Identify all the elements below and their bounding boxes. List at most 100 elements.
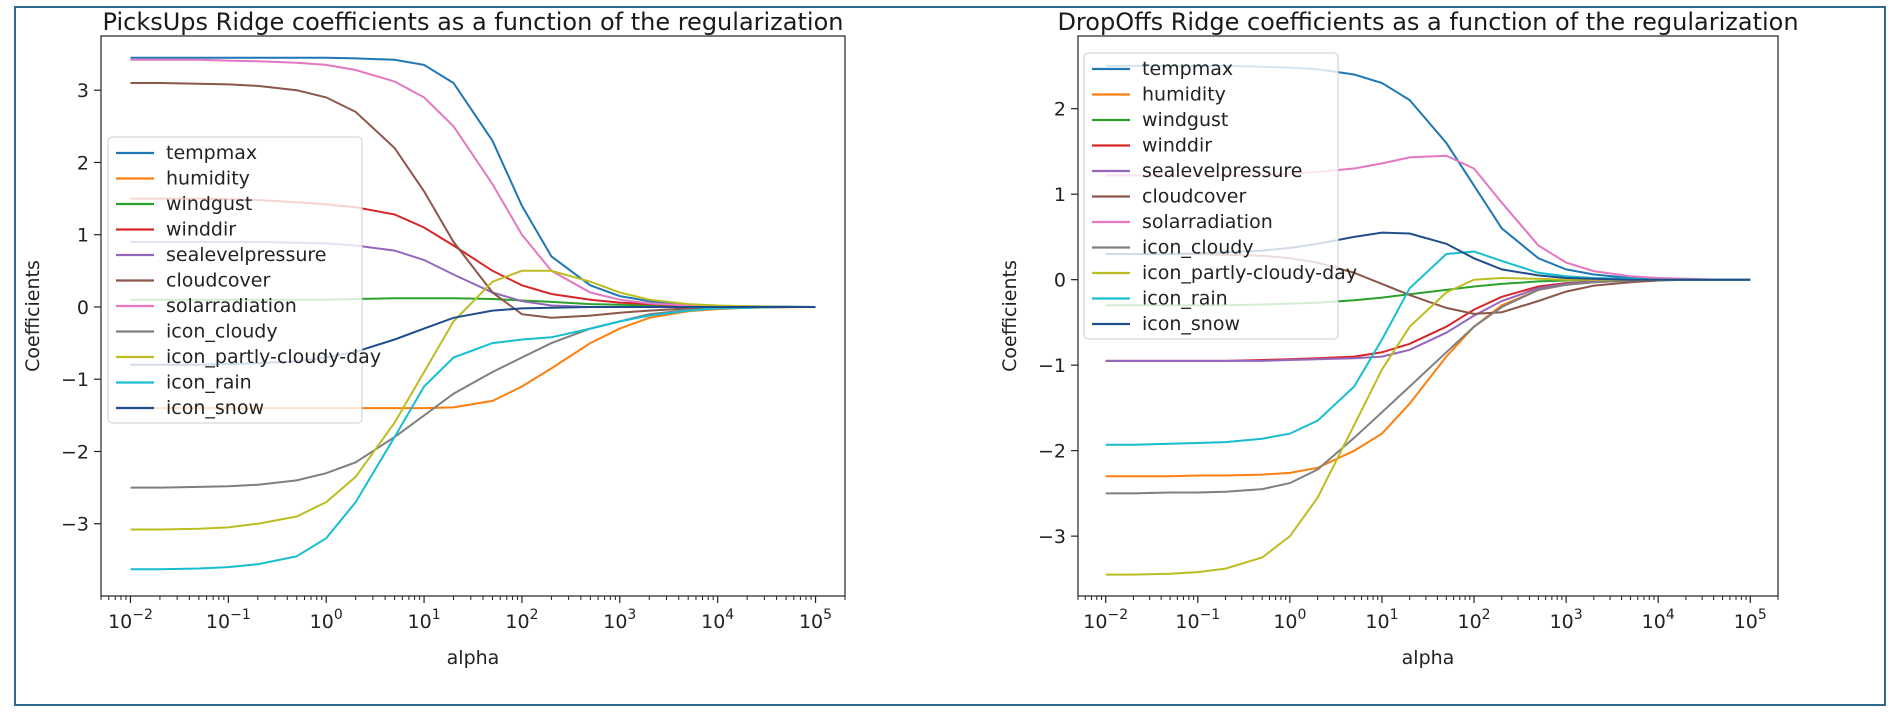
x-tick-label: 100 [1273, 607, 1306, 633]
x-tick-label-base: 10 [206, 611, 230, 633]
series-line-icon_rain [130, 306, 816, 571]
y-tick-label: 2 [77, 152, 89, 174]
x-tick-label-base: 10 [505, 611, 529, 633]
plot-border [1077, 35, 1779, 597]
legend-label: humidity [1142, 84, 1226, 106]
chart-title: DropOffs Ridge coefficients as a functio… [1057, 8, 1798, 36]
legend-label: icon_cloudy [1142, 237, 1254, 259]
x-tick-label-exponent: −2 [1107, 607, 1128, 623]
legend-label: sealevelpressure [166, 244, 326, 266]
legend-label: icon_rain [166, 372, 252, 394]
legend-label: windgust [166, 193, 252, 215]
legend-label: tempmax [1142, 58, 1233, 80]
x-tick-label: 10−1 [206, 607, 251, 633]
x-tick-label-exponent: −1 [1200, 607, 1221, 623]
y-tick-label: 3 [77, 80, 89, 102]
plot-border [100, 35, 846, 597]
y-tick-label: 0 [77, 297, 89, 319]
y-tick-label: −3 [61, 514, 89, 536]
x-tick-label: 104 [701, 607, 734, 633]
x-tick-label-exponent: 3 [627, 607, 636, 623]
x-tick-label-base: 10 [310, 611, 334, 633]
x-tick-label-base: 10 [1273, 611, 1297, 633]
x-tick-label: 105 [799, 607, 832, 633]
x-tick-label-base: 10 [1083, 611, 1107, 633]
series-line-icon_partly-cloudy-day [130, 269, 816, 531]
x-tick-label: 10−2 [108, 607, 153, 633]
chart-title: PicksUps Ridge coefficients as a functio… [103, 8, 844, 36]
legend-label: cloudcover [1142, 186, 1246, 208]
x-tick-label-exponent: 2 [1482, 607, 1491, 623]
legend-label: icon_cloudy [166, 321, 278, 343]
x-tick-label: 103 [1550, 607, 1583, 633]
legend-frame [107, 136, 363, 424]
x-tick-label: 104 [1642, 607, 1675, 633]
x-tick-label-base: 10 [108, 611, 132, 633]
x-tick-label: 105 [1734, 607, 1767, 633]
x-axis-label: alpha [1402, 647, 1455, 669]
x-tick-label-base: 10 [1642, 611, 1666, 633]
legend-label: tempmax [166, 142, 257, 164]
legend-label: sealevelpressure [1142, 160, 1302, 182]
x-axis-label: alpha [447, 647, 500, 669]
x-tick-label-base: 10 [701, 611, 725, 633]
y-tick-label: −3 [1038, 526, 1066, 548]
legend-label: cloudcover [166, 270, 270, 292]
x-tick-label-base: 10 [603, 611, 627, 633]
y-tick-label: 0 [1054, 270, 1066, 292]
x-tick-label-exponent: 1 [432, 607, 441, 623]
x-tick-label-base: 10 [1550, 611, 1574, 633]
x-tick-label-exponent: −2 [132, 607, 153, 623]
dropoffs-ridge-chart: DropOffs Ridge coefficients as a functio… [999, 8, 1799, 669]
legend-frame [1083, 52, 1339, 340]
x-tick-label-exponent: 3 [1574, 607, 1583, 623]
x-tick-label: 100 [310, 607, 343, 633]
x-tick-label-exponent: 4 [725, 607, 734, 623]
x-tick-label: 10−2 [1083, 607, 1128, 633]
y-tick-label: 1 [77, 225, 89, 247]
x-tick-label-exponent: 1 [1390, 607, 1399, 623]
x-tick-label-base: 10 [799, 611, 823, 633]
y-axis-label: Coefficients [22, 260, 44, 372]
x-tick-label: 102 [1457, 607, 1490, 633]
x-tick-label-exponent: 5 [823, 607, 832, 623]
x-tick-label-exponent: 5 [1758, 607, 1767, 623]
legend-label: icon_partly-cloudy-day [166, 346, 381, 368]
x-tick-label-base: 10 [1175, 611, 1199, 633]
x-tick-label: 10−1 [1175, 607, 1220, 633]
x-tick-label-exponent: 4 [1666, 607, 1675, 623]
x-tick-label-base: 10 [1365, 611, 1389, 633]
legend-label: humidity [166, 168, 250, 190]
x-tick-label-exponent: 0 [1298, 607, 1307, 623]
x-tick-label-base: 10 [1457, 611, 1481, 633]
y-tick-label: 1 [1054, 184, 1066, 206]
y-tick-label: −1 [1038, 355, 1066, 377]
x-tick-label: 101 [1365, 607, 1398, 633]
x-tick-label: 102 [505, 607, 538, 633]
x-tick-label-base: 10 [408, 611, 432, 633]
x-tick-label: 101 [408, 607, 441, 633]
x-tick-label: 103 [603, 607, 636, 633]
y-tick-label: −2 [1038, 441, 1066, 463]
legend: tempmax humidity windgust winddir sealevelpr… [1083, 52, 1357, 340]
legend-label: winddir [166, 219, 236, 241]
series-line-solarradiation [130, 58, 816, 308]
legend-label: icon_snow [1142, 313, 1240, 335]
x-tick-label-exponent: 0 [334, 607, 343, 623]
legend-label: icon_snow [166, 397, 264, 419]
series-line-cloudcover [130, 82, 816, 319]
y-tick-label: −2 [61, 441, 89, 463]
legend-label: solarradiation [166, 295, 297, 317]
pickups-ridge-chart: PicksUps Ridge coefficients as a functio… [22, 8, 846, 669]
y-tick-label: 2 [1054, 99, 1066, 121]
x-tick-label-base: 10 [1734, 611, 1758, 633]
x-tick-label-exponent: −1 [230, 607, 251, 623]
legend: tempmax humidity windgust winddir sealevelpr… [107, 136, 381, 424]
legend-label: icon_partly-cloudy-day [1142, 262, 1357, 284]
legend-label: winddir [1142, 135, 1212, 157]
legend-label: icon_rain [1142, 288, 1228, 310]
x-tick-label-exponent: 2 [530, 607, 539, 623]
figure-frame: PicksUps Ridge coefficients as a functio… [14, 6, 1886, 706]
y-tick-label: −1 [61, 369, 89, 391]
y-axis-label: Coefficients [999, 260, 1021, 372]
